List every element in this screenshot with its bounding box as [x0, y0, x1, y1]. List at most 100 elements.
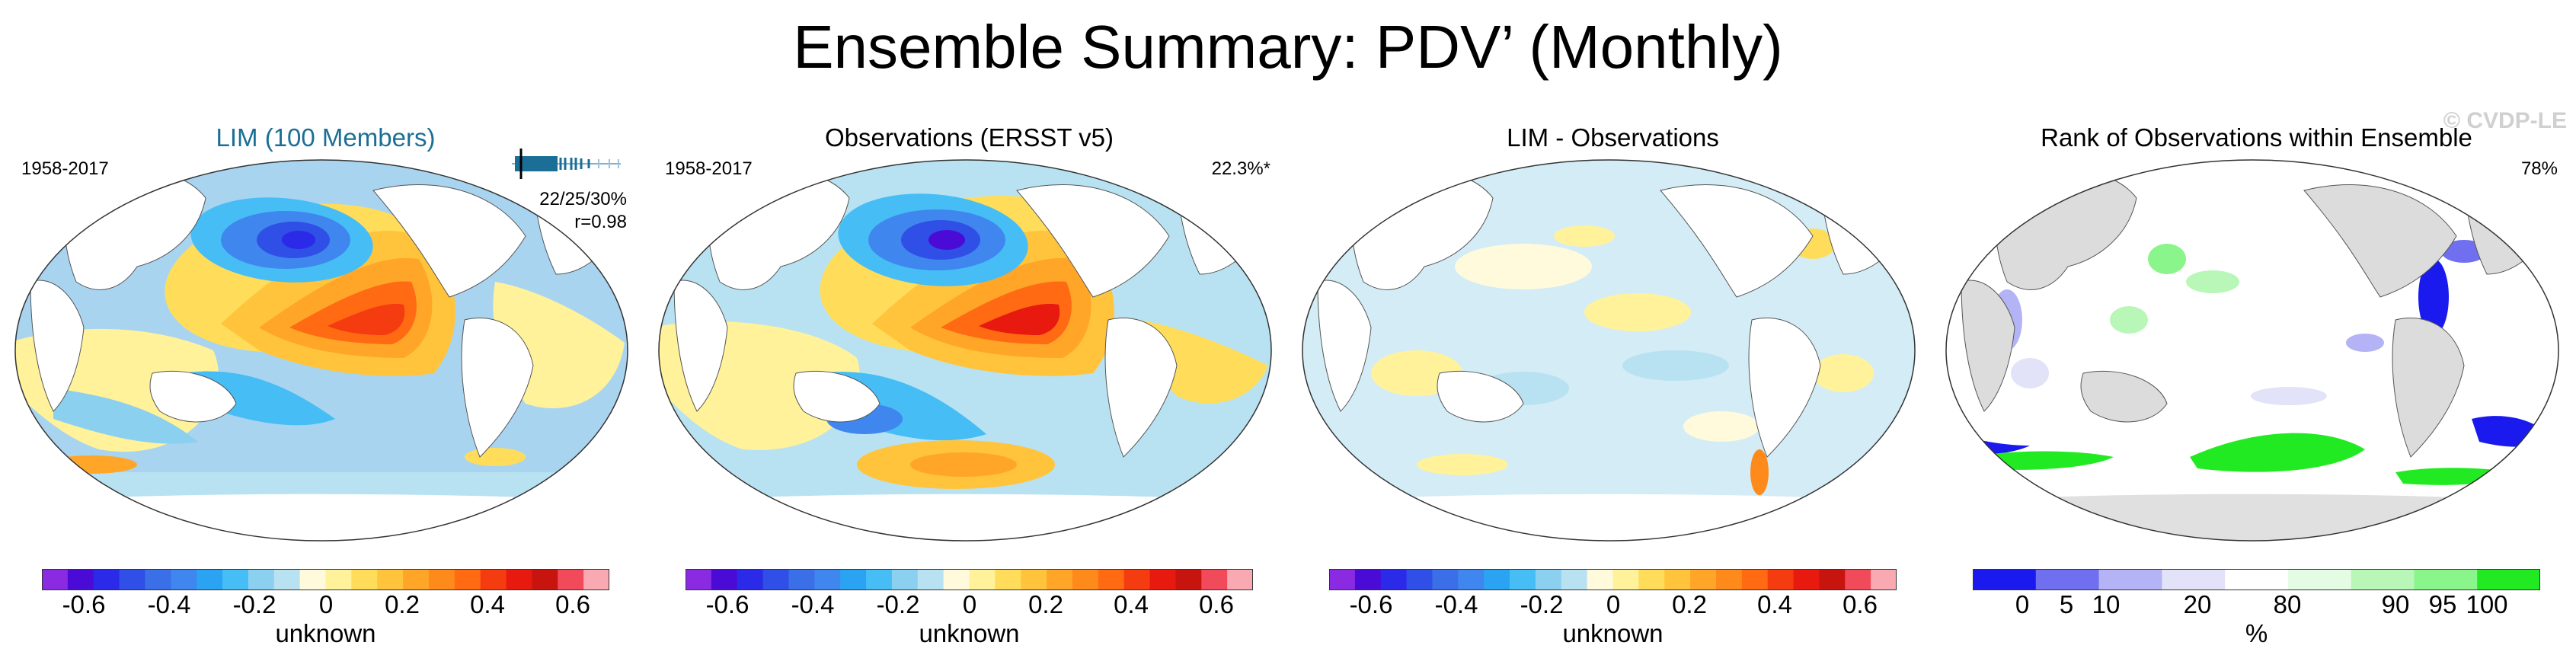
colorbar-swatch [762, 569, 790, 590]
colorbar-tick: 20 [2183, 590, 2212, 618]
colorbar-swatch [1535, 569, 1562, 590]
colorbar-swatches [1973, 569, 2540, 590]
colorbar-tick: 80 [2273, 590, 2302, 618]
colorbar-swatch [969, 569, 996, 590]
colorbar-tick: 0.6 [555, 590, 590, 618]
colorbar-swatch [1072, 569, 1099, 590]
colorbar-tick: 0.2 [1672, 590, 1707, 618]
colorbar-ticks: -0.6 -0.4 -0.2 0 0.2 0.4 0.6 [651, 590, 1287, 621]
map-lim-pattern [14, 159, 628, 542]
panel-title: Observations (ERSST v5) [824, 123, 1114, 152]
colorbar-swatch [1510, 569, 1536, 590]
panel-lim-ensemble: LIM (100 Members) 1958-2017 22/25/30% r=… [8, 114, 644, 671]
panel-title: LIM (100 Members) [216, 123, 436, 152]
colorbar-tick: -0.2 [1520, 590, 1564, 618]
colorbar-swatch [995, 569, 1021, 590]
year-range-label: 1958-2017 [665, 158, 753, 179]
colorbar-swatch [1380, 569, 1408, 590]
colorbar-outline [686, 569, 1253, 590]
colorbar-tick: -0.4 [147, 590, 191, 618]
colorbar-swatch [480, 569, 507, 590]
colorbar-swatch [1561, 569, 1588, 590]
colorbar-swatch [1664, 569, 1691, 590]
stats-correlation: r=0.98 [574, 212, 627, 232]
colorbar-swatch [1715, 569, 1743, 590]
colorbar-swatch [1871, 569, 1897, 590]
colorbar-swatch [1406, 569, 1433, 590]
colorbar-tick: 0.4 [1114, 590, 1149, 618]
colorbar-tick: 0 [962, 590, 977, 618]
colorbar-swatch [2162, 569, 2226, 590]
colorbar-swatch [119, 569, 146, 590]
colorbar-swatch [814, 569, 841, 590]
colorbar-swatch [67, 569, 94, 590]
colorbar-swatch [737, 569, 764, 590]
colorbar-swatch [2351, 569, 2415, 590]
colorbar-swatch [377, 569, 404, 590]
colorbar-tick: 90 [2381, 590, 2410, 618]
colorbar-units: unknown [919, 619, 1020, 647]
colorbar-swatch [1123, 569, 1151, 590]
colorbar-tick: -0.4 [791, 590, 835, 618]
colorbar-diverging [686, 569, 1253, 590]
panel-rank: © CVDP-LE Rank of Observations within En… [1938, 108, 2574, 671]
colorbar-swatch [93, 569, 120, 590]
colorbar-ticks: -0.6 -0.4 -0.2 0 0.2 0.4 0.6 [1295, 590, 1931, 621]
colorbar-swatch [1201, 569, 1228, 590]
colorbar-units: unknown [1562, 619, 1664, 647]
colorbar-swatch [1845, 569, 1871, 590]
colorbar-tick: -0.6 [1349, 590, 1393, 618]
panel-title: LIM - Observations [1507, 123, 1719, 152]
colorbar-swatch [197, 569, 223, 590]
colorbar-tick: 95 [2428, 590, 2457, 618]
colorbar-swatch [2098, 569, 2162, 590]
colorbar-swatch [1484, 569, 1510, 590]
colorbar-swatch [248, 569, 275, 590]
colorbar-swatch [891, 569, 919, 590]
colorbar-tick: -0.2 [232, 590, 276, 618]
colorbar-tick: -0.6 [705, 590, 749, 618]
colorbar-swatch [1793, 569, 1820, 590]
colorbar-swatch [866, 569, 893, 590]
colorbar-swatch [1638, 569, 1665, 590]
colorbar-tick: 100 [2466, 590, 2508, 618]
colorbar-tick: 0.4 [1757, 590, 1792, 618]
colorbar-tick: 0.2 [1028, 590, 1063, 618]
colorbar-swatch [42, 569, 69, 590]
map-observed-pattern [658, 159, 1272, 542]
map-difference-pattern [1302, 159, 1916, 542]
colorbar-swatch [558, 569, 584, 590]
watermark: © CVDP-LE [2443, 108, 2567, 133]
colorbar-swatch [1329, 569, 1356, 590]
colorbar-swatch [145, 569, 171, 590]
colorbar-swatch [325, 569, 352, 590]
colorbar-swatches [1329, 569, 1897, 590]
colorbar-swatch [788, 569, 815, 590]
colorbar-swatch [454, 569, 481, 590]
colorbar-swatch [686, 569, 712, 590]
colorbar-outline [1329, 569, 1897, 590]
colorbar-ticks: 0 5 10 20 80 90 95 100 [1938, 590, 2574, 621]
percent-label: 78% [2520, 158, 2558, 179]
colorbar-swatch [428, 569, 455, 590]
colorbar-swatch [1690, 569, 1717, 590]
colorbar-rank [1973, 569, 2540, 590]
colorbar-swatch [351, 569, 378, 590]
colorbar-swatches [42, 569, 609, 590]
colorbar-tick: 0 [2015, 590, 2030, 618]
ensemble-spread-bar [512, 149, 621, 179]
stats-percentiles: 22/25/30% [539, 189, 627, 209]
colorbar-swatch [840, 569, 867, 590]
panel-observations: Observations (ERSST v5) 1958-2017 22.3%* [651, 114, 1287, 671]
colorbar-swatch [1458, 569, 1485, 590]
colorbar-ticks: -0.6 -0.4 -0.2 0 0.2 0.4 0.6 [8, 590, 644, 621]
colorbar-diverging [1329, 569, 1897, 590]
colorbar-swatch [403, 569, 430, 590]
colorbar-swatch [2225, 569, 2289, 590]
colorbar-tick: 0.6 [1843, 590, 1878, 618]
colorbar-diverging [42, 569, 609, 590]
colorbar-swatch [222, 569, 249, 590]
colorbar-swatch [1175, 569, 1202, 590]
colorbar-swatch [1767, 569, 1795, 590]
colorbar-swatches [686, 569, 1253, 590]
